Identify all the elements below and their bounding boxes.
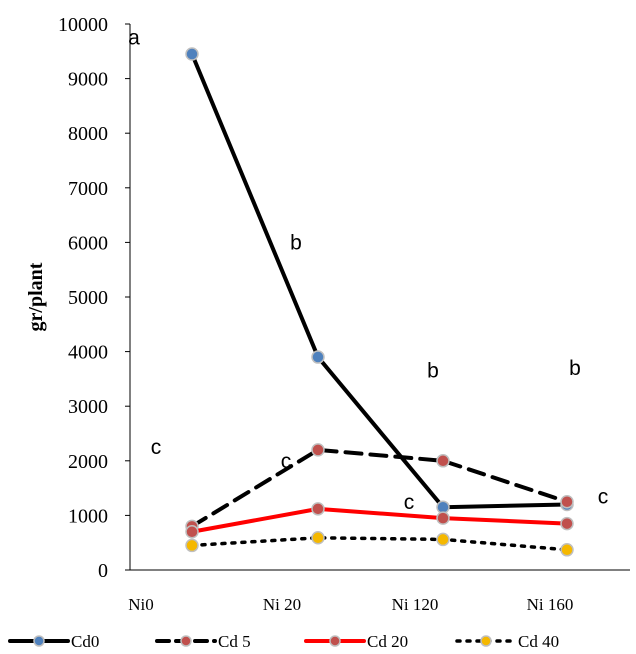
data-point [185, 525, 199, 539]
data-point [311, 502, 325, 516]
legend-marker [180, 635, 192, 647]
data-point [311, 531, 325, 545]
legend-label: Cd0 [71, 632, 99, 651]
series-line [190, 52, 569, 510]
x-tick-label: Ni 20 [263, 595, 301, 614]
y-tick-label: 8000 [68, 123, 108, 145]
data-point [436, 532, 450, 547]
data-point [311, 443, 325, 457]
y-tick-label: 3000 [68, 396, 108, 418]
legend-label: Cd 5 [218, 632, 251, 651]
y-tick-label: 1000 [68, 505, 108, 527]
data-point [185, 538, 199, 553]
x-axis-ticks: Ni0 Ni 20 Ni 120 Ni 160 [128, 595, 573, 614]
legend-item: Cd 5 [155, 632, 251, 651]
annotation-group: a b b b c c c c [128, 27, 608, 514]
data-point [560, 495, 574, 509]
series-line [190, 447, 569, 529]
legend-item: Cd0 [8, 632, 99, 651]
y-axis-ticks: 0 1000 2000 3000 4000 5000 6000 7000 8000 9000 100… [58, 14, 130, 582]
legend-label: Cd 40 [518, 632, 559, 651]
y-tick-label: 5000 [68, 287, 108, 309]
significance-label: b [569, 357, 581, 380]
series-cd0 [185, 47, 574, 514]
series-cd5 [185, 443, 574, 534]
data-point [185, 47, 199, 61]
legend: Cd0 Cd 5 Cd 20 Cd 40 [8, 632, 559, 651]
significance-label: b [290, 231, 302, 254]
legend-marker [480, 635, 492, 647]
legend-item: Cd 20 [304, 632, 408, 651]
legend-marker [33, 635, 45, 647]
y-tick-label: 2000 [68, 451, 108, 473]
y-tick-label: 7000 [68, 178, 108, 200]
series-group [185, 47, 574, 557]
x-tick-label: Ni 120 [392, 595, 439, 614]
y-tick-label: 9000 [68, 69, 108, 91]
series-line [190, 506, 569, 534]
y-tick-label: 4000 [68, 342, 108, 364]
significance-label: b [427, 360, 439, 383]
y-axis-label: gr/plant [25, 262, 47, 331]
legend-marker [329, 635, 341, 647]
data-point [436, 454, 450, 468]
y-tick-label: 6000 [68, 232, 108, 254]
significance-label: a [128, 27, 140, 50]
data-point [560, 543, 574, 557]
x-tick-label: Ni0 [128, 595, 154, 614]
legend-item: Cd 40 [455, 632, 559, 651]
data-point [560, 516, 574, 531]
significance-label: c [151, 436, 162, 459]
significance-label: c [404, 491, 415, 514]
series-cd20 [185, 502, 574, 539]
significance-label: c [281, 450, 292, 473]
legend-label: Cd 20 [367, 632, 408, 651]
y-tick-label: 0 [98, 560, 108, 582]
data-point [311, 350, 325, 364]
y-tick-label: 10000 [58, 14, 108, 36]
series-line [190, 536, 569, 552]
series-cd40 [185, 531, 574, 557]
data-point [436, 511, 450, 525]
significance-label: c [598, 485, 609, 508]
x-tick-label: Ni 160 [527, 595, 574, 614]
